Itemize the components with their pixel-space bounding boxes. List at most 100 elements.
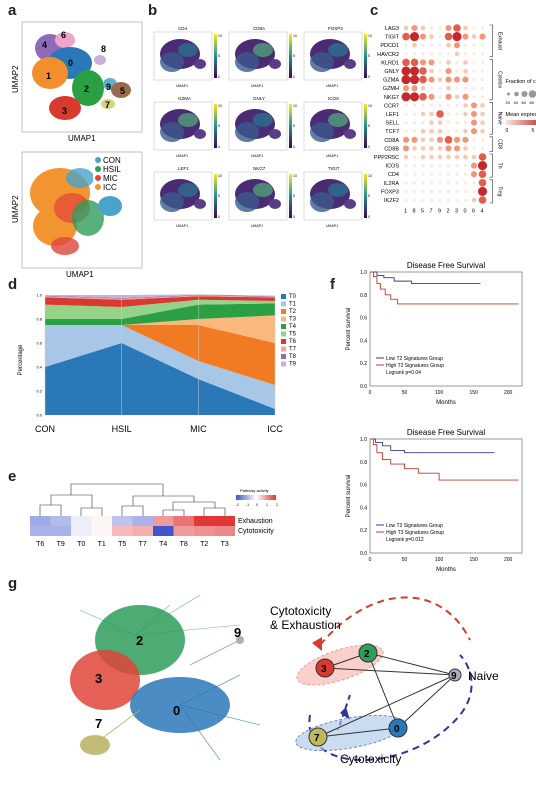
dot: [463, 43, 468, 47]
legend-swatch: [281, 361, 286, 367]
feature-plot-cells: [178, 43, 198, 57]
cluster-label: 7: [105, 100, 110, 110]
dot: [402, 145, 410, 152]
umap-clusters-plot: 4 6 0 8 1 2 9 5 3 7 UMAP1 UMAP2: [11, 21, 143, 143]
heatmap-legend-tick: 1: [266, 503, 268, 507]
dotplot: LAG3 TIGIT PDCD1 HAVCR2 KLRD1 GNLY GZMA GZMH NKG…: [374, 24, 536, 215]
dot: [429, 128, 434, 134]
dot: [446, 198, 451, 202]
feature-plot-xlabel: UMAP1: [176, 154, 188, 158]
heatmap-cell: [132, 516, 153, 526]
dot: [419, 75, 427, 84]
dot: [429, 120, 434, 125]
dot: [404, 164, 408, 168]
cluster-label: 6: [61, 30, 66, 40]
dot: [445, 24, 452, 32]
dot: [463, 146, 468, 151]
dot: [429, 198, 434, 202]
plot-frame: [369, 438, 523, 554]
panel-f-label: f: [330, 276, 335, 293]
dot: [404, 181, 408, 185]
heatmap-cell: [71, 526, 92, 536]
legend-swatch: [281, 331, 286, 337]
dot: [455, 181, 459, 185]
feature-plot-colorbar: [214, 104, 217, 148]
colorbar-tick: 0: [293, 145, 295, 149]
heatmap-cell: [50, 516, 71, 526]
heatmap-cell: [214, 516, 235, 526]
heatmap-col-label: T5: [118, 541, 126, 548]
x-tick-label: 200: [504, 390, 513, 396]
dot: [478, 179, 487, 187]
y-tick-label: 0.8: [360, 293, 367, 299]
heatmap-col-label: T6: [36, 541, 44, 548]
gene-label: KLRD1: [381, 60, 399, 66]
dot: [409, 92, 420, 102]
feature-plot-frame: [303, 101, 363, 151]
size-legend-dot: [521, 90, 528, 98]
y-tick-label: 0.0: [360, 384, 367, 390]
heatmap-cell: [173, 526, 194, 536]
survival-curve-high: [370, 438, 519, 481]
dot: [421, 189, 425, 193]
feature-plot-colorbar: [289, 174, 292, 218]
dot: [446, 42, 451, 48]
dot: [438, 86, 442, 90]
dot: [446, 103, 451, 107]
dot: [428, 93, 435, 100]
cluster-label: 9: [106, 82, 111, 92]
feature-plot-cells: [178, 183, 198, 197]
area-series-t9: [45, 294, 275, 298]
dot: [420, 154, 426, 160]
gene-label: FOXP3: [381, 189, 399, 195]
colorbar-tick: 0: [293, 75, 295, 79]
legend-label: T6: [289, 339, 297, 345]
dot: [429, 52, 434, 56]
dot: [471, 154, 477, 160]
area-series-t5: [45, 299, 275, 319]
label-naive: Naive: [468, 669, 499, 683]
group-label: Treg: [497, 186, 503, 196]
dot: [412, 172, 417, 176]
dot: [438, 181, 442, 185]
heatmap-cell: [112, 526, 133, 536]
heatmap-col-label: T0: [77, 541, 85, 548]
x-axis-label: UMAP1: [66, 270, 94, 278]
cluster-label: 9: [234, 625, 241, 640]
panel-d-label: d: [8, 276, 18, 293]
area-series-t3: [45, 315, 275, 343]
group-label: Exhaust: [497, 32, 503, 51]
dot: [446, 129, 451, 133]
dot: [410, 58, 419, 67]
feature-plot-cells: [344, 129, 356, 139]
dot: [463, 164, 468, 168]
dot: [445, 93, 452, 100]
dot: [455, 198, 459, 202]
feature-plot-cells: [269, 59, 281, 69]
feature-plot-colorbar: [214, 34, 217, 78]
gene-label: IKZF2: [384, 198, 399, 204]
feature-plot-xlabel: UMAP1: [176, 224, 188, 228]
x-tick-label: 50: [402, 390, 408, 396]
colorbar-tick: 10: [293, 34, 297, 38]
dot: [446, 60, 451, 65]
feature-plot-title: FOXP3: [328, 26, 343, 31]
y-tick-label: 0.0: [36, 413, 42, 418]
dot: [412, 155, 417, 159]
colorbar-tick: 10: [368, 104, 372, 108]
heatmap-cell: [71, 516, 92, 526]
cluster-label: 3: [95, 671, 102, 686]
dot: [421, 103, 425, 107]
dot: [429, 43, 434, 47]
colorbar-tick: 0: [218, 215, 220, 219]
dot: [446, 154, 451, 160]
legend-label: Low T2 Signatures Group: [386, 356, 443, 362]
dot: [472, 60, 476, 64]
feature-plot-cells: [178, 113, 198, 127]
feature-plot-frame: [153, 31, 213, 81]
survival-curve-low: [370, 438, 495, 454]
label-cytotoxicity-exhaustion: Cytotoxicity: [270, 604, 331, 618]
colorbar-tick: 0: [368, 215, 370, 219]
dot: [471, 34, 477, 39]
feature-plot-title: GZMA: [178, 96, 191, 101]
